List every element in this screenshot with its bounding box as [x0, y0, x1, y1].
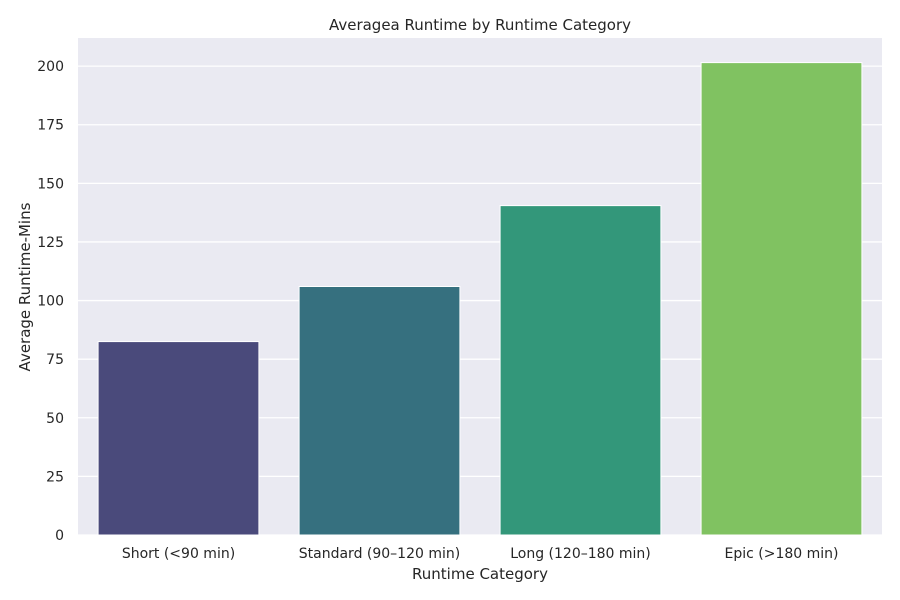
bar: [97, 341, 260, 536]
y-tick-label: 100: [37, 294, 64, 310]
y-axis-ticks: 0 25 50 75 100 125 150 175 200: [37, 59, 64, 544]
bars: [97, 62, 863, 536]
x-tick-label: Epic (>180 min): [725, 546, 839, 562]
chart-title: Averagea Runtime by Runtime Category: [329, 16, 631, 34]
y-tick-label: 25: [46, 469, 64, 485]
bar: [499, 205, 662, 536]
y-axis-label: Average Runtime-Mins: [16, 202, 34, 371]
y-tick-label: 125: [37, 235, 64, 251]
x-tick-label: Standard (90–120 min): [299, 546, 460, 562]
y-tick-label: 200: [37, 59, 64, 75]
x-tick-label: Short (<90 min): [122, 546, 235, 562]
bar: [700, 62, 863, 536]
y-tick-label: 75: [46, 352, 64, 368]
y-tick-label: 150: [37, 176, 64, 192]
x-tick-label: Long (120–180 min): [510, 546, 651, 562]
y-tick-label: 0: [55, 528, 64, 544]
y-tick-label: 50: [46, 411, 64, 427]
bar: [298, 286, 461, 536]
x-axis-label: Runtime Category: [412, 565, 548, 583]
y-tick-label: 175: [37, 118, 64, 134]
x-axis-ticks: Short (<90 min) Standard (90–120 min) Long…: [122, 546, 839, 562]
